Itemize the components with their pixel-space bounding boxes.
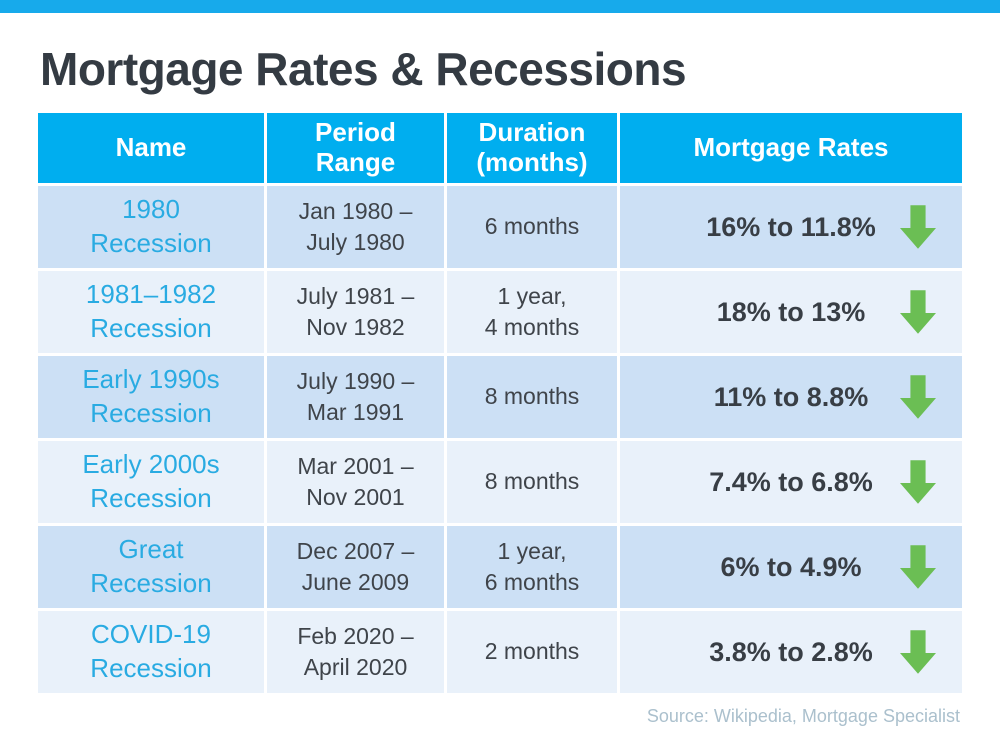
row-duration: 8 months [447, 356, 617, 438]
column-header-name: Name [38, 113, 264, 183]
row-rates: 18% to 13% [620, 271, 962, 353]
row-rates: 7.4% to 6.8% [620, 441, 962, 523]
rates-value: 6% to 4.9% [720, 551, 862, 582]
rates-value: 16% to 11.8% [706, 211, 876, 242]
down-arrow-icon [900, 375, 936, 419]
row-name: Great Recession [38, 526, 264, 608]
row-period: Feb 2020 – April 2020 [267, 611, 444, 693]
down-arrow-icon [900, 630, 936, 674]
row-name: 1981–1982 Recession [38, 271, 264, 353]
down-arrow-icon [900, 460, 936, 504]
row-duration: 6 months [447, 186, 617, 268]
down-arrow-icon [900, 545, 936, 589]
rates-value: 18% to 13% [716, 296, 866, 327]
rates-value: 3.8% to 2.8% [709, 636, 873, 667]
row-period: Dec 2007 – June 2009 [267, 526, 444, 608]
row-name: COVID-19 Recession [38, 611, 264, 693]
row-period: July 1981 – Nov 1982 [267, 271, 444, 353]
down-arrow-icon [900, 205, 936, 249]
page-title: Mortgage Rates & Recessions [40, 43, 687, 95]
row-duration: 1 year, 4 months [447, 271, 617, 353]
down-arrow-icon [900, 290, 936, 334]
row-duration: 8 months [447, 441, 617, 523]
source-attribution: Source: Wikipedia, Mortgage Specialist [646, 706, 960, 726]
row-name: Early 1990s Recession [38, 356, 264, 438]
row-rates: 11% to 8.8% [620, 356, 962, 438]
row-rates: 3.8% to 2.8% [620, 611, 962, 693]
top-accent-bar [0, 0, 1000, 13]
row-period: Jan 1980 – July 1980 [267, 186, 444, 268]
row-rates: 16% to 11.8% [620, 186, 962, 268]
row-rates: 6% to 4.9% [620, 526, 962, 608]
row-name: 1980 Recession [38, 186, 264, 268]
column-header-period: Period Range [267, 113, 444, 183]
recessions-table: Name Period Range Duration (months) Mort… [38, 113, 962, 693]
row-name: Early 2000s Recession [38, 441, 264, 523]
row-duration: 2 months [447, 611, 617, 693]
rates-value: 7.4% to 6.8% [709, 466, 873, 497]
column-header-duration: Duration (months) [447, 113, 617, 183]
column-header-rates: Mortgage Rates [620, 113, 962, 183]
rates-value: 11% to 8.8% [713, 381, 869, 412]
row-period: Mar 2001 – Nov 2001 [267, 441, 444, 523]
row-duration: 1 year, 6 months [447, 526, 617, 608]
row-period: July 1990 – Mar 1991 [267, 356, 444, 438]
